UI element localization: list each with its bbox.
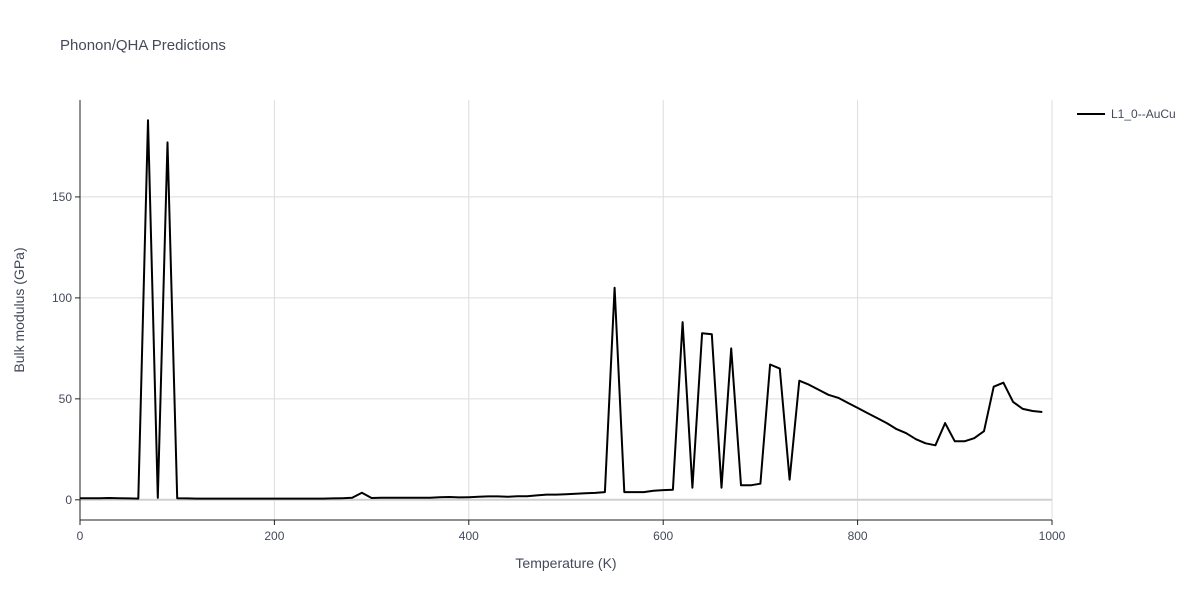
series-line-0[interactable] bbox=[80, 119, 1043, 500]
x-axis-title: Temperature (K) bbox=[515, 555, 616, 571]
plot-area[interactable] bbox=[80, 119, 1043, 500]
x-tick-label: 200 bbox=[264, 529, 284, 543]
tick-labels: 0 200 400 600 800 1000 0 50 100 150 bbox=[52, 190, 1066, 543]
legend[interactable]: L1_0--AuCu bbox=[1077, 107, 1176, 121]
x-tick-label: 0 bbox=[77, 529, 84, 543]
grid bbox=[80, 100, 1053, 520]
y-tick-label: 50 bbox=[59, 392, 73, 406]
x-tick-label: 600 bbox=[653, 529, 673, 543]
x-tick-label: 400 bbox=[459, 529, 479, 543]
x-tick-label: 1000 bbox=[1039, 529, 1066, 543]
y-tick-label: 150 bbox=[52, 190, 72, 204]
chart-title: Phonon/QHA Predictions bbox=[60, 37, 226, 54]
x-tick-label: 800 bbox=[848, 529, 868, 543]
legend-item-label: L1_0--AuCu bbox=[1111, 107, 1176, 121]
y-tick-label: 0 bbox=[65, 493, 72, 507]
y-tick-label: 100 bbox=[52, 291, 72, 305]
axes bbox=[75, 100, 1053, 525]
y-axis-title: Bulk modulus (GPa) bbox=[11, 247, 27, 372]
